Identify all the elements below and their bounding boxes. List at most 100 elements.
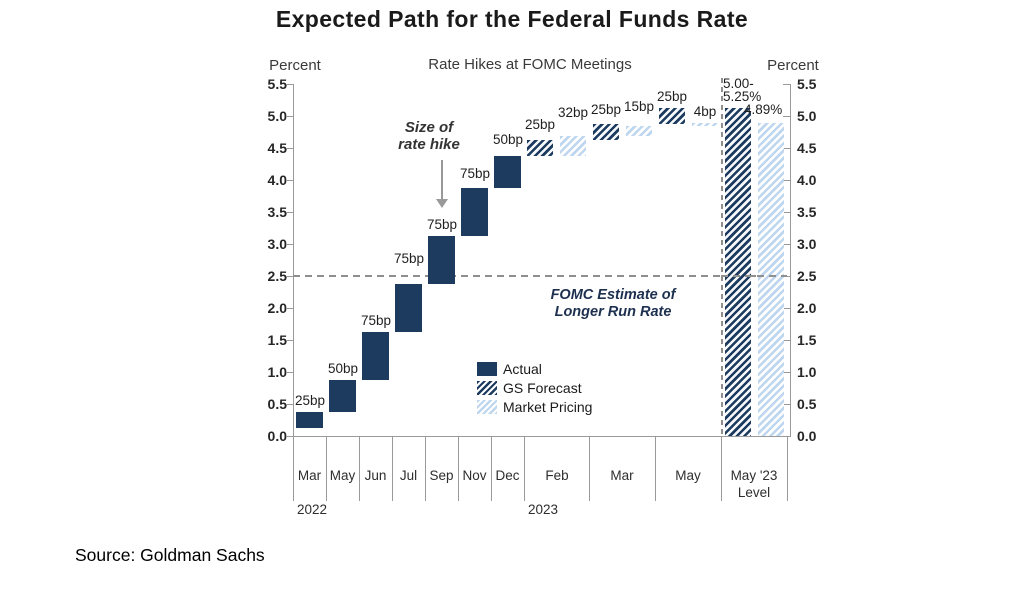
bar-value-label: 15bp [623, 99, 655, 114]
y-tick-left [287, 180, 293, 181]
legend-item-gs-forecast: GS Forecast [477, 380, 592, 396]
y-tick-label-right: 5.5 [797, 76, 817, 92]
x-divider [458, 437, 459, 501]
bar-value-label: 25bp [524, 117, 556, 132]
y-tick-right [783, 404, 790, 405]
x-category-label: Jun [364, 468, 387, 483]
x-category-label: May '23 [730, 468, 778, 483]
legend-item-market-pricing: Market Pricing [477, 399, 592, 415]
bar-level-label-line: 5.00- [723, 76, 754, 91]
y-tick-right [783, 180, 790, 181]
y-tick-right [783, 372, 790, 373]
annotation-arrow-head-icon [436, 199, 448, 208]
bar-market [758, 123, 784, 436]
bar-actual [461, 188, 488, 236]
bar-value-label: 25bp [294, 393, 326, 408]
fomc-reference-line-overlay [721, 275, 787, 277]
y-tick-right [783, 84, 790, 85]
annotation-arrow-line [441, 160, 443, 200]
bar-value-label: 25bp [590, 102, 622, 117]
x-divider [655, 437, 656, 501]
x-category-label: Mar [610, 468, 634, 483]
y-axis-title-right: Percent [767, 57, 819, 74]
x-year-label: 2022 [297, 502, 328, 517]
y-tick-right [783, 340, 790, 341]
bar-actual [395, 284, 422, 332]
bar-market [560, 136, 586, 156]
bar-level-label-line: 5.25% [723, 89, 762, 104]
x-divider [589, 437, 590, 501]
bar-value-label: 75bp [459, 166, 491, 181]
y-tick-label-left: 0.0 [267, 428, 287, 444]
bar-level-label: 4.89% [744, 102, 783, 117]
bar-actual [296, 412, 323, 428]
source-text: Source: Goldman Sachs [75, 545, 265, 565]
x-axis-baseline [293, 436, 791, 437]
y-tick-label-right: 4.5 [797, 140, 817, 156]
y-tick-left [287, 212, 293, 213]
y-tick-label-right: 3.5 [797, 204, 817, 220]
bar-actual [494, 156, 521, 188]
y-tick-right [783, 436, 790, 437]
y-tick-left [287, 244, 293, 245]
bar-market [692, 123, 718, 126]
fomc-estimate-line-1: FOMC Estimate of [550, 287, 676, 303]
y-tick-left [287, 308, 293, 309]
bar-value-label: 4bp [693, 104, 717, 119]
y-tick-left [287, 276, 293, 277]
y-tick-left [287, 436, 293, 437]
y-tick-label-right: 1.0 [797, 364, 817, 380]
y-tick-label-right: 0.0 [797, 428, 817, 444]
legend: Actual GS Forecast Market Pricing [477, 360, 592, 415]
bar-value-label: 32bp [557, 105, 589, 120]
bar-value-label: 25bp [656, 89, 688, 104]
bar-level-label: 5.00- 5.25% [723, 76, 769, 104]
legend-label-actual: Actual [503, 360, 542, 377]
legend-swatch-market-pricing [477, 399, 497, 414]
y-tick-label-left: 5.0 [267, 108, 287, 124]
y-tick-label-right: 5.0 [797, 108, 817, 124]
bar-actual [329, 380, 356, 412]
x-category-label-line2: Level [737, 485, 771, 500]
y-tick-label-right: 2.0 [797, 300, 817, 316]
x-category-label: Feb [545, 468, 569, 483]
y-tick-label-left: 3.0 [267, 236, 287, 252]
y-tick-right [783, 116, 790, 117]
x-category-label: May [329, 468, 356, 483]
y-tick-left [287, 372, 293, 373]
fomc-estimate-label: FOMC Estimate of Longer Run Rate [532, 287, 694, 320]
x-divider [425, 437, 426, 501]
annotation-line-1: Size of [404, 119, 454, 136]
y-tick-label-right: 1.5 [797, 332, 817, 348]
bar-value-label: 50bp [327, 361, 359, 376]
bar-actual [362, 332, 389, 380]
y-tick-label-left: 0.5 [267, 396, 287, 412]
bar-value-label: 50bp [492, 132, 524, 147]
x-divider [392, 437, 393, 501]
x-category-label: Sep [429, 468, 454, 483]
x-category-label: May [675, 468, 701, 483]
y-tick-left [287, 404, 293, 405]
plot-subtitle: Rate Hikes at FOMC Meetings [428, 56, 632, 73]
y-tick-right [783, 212, 790, 213]
legend-swatch-actual [477, 361, 497, 376]
x-divider [359, 437, 360, 501]
x-divider [524, 437, 525, 501]
y-tick-right [783, 148, 790, 149]
fomc-reference-line [293, 275, 787, 277]
y-tick-label-left: 2.0 [267, 300, 287, 316]
bar-value-label: 75bp [393, 251, 425, 266]
y-tick-label-left: 4.5 [267, 140, 287, 156]
y-tick-left [287, 340, 293, 341]
level-section-divider [721, 78, 723, 436]
annotation-line-2: rate hike [398, 136, 460, 153]
x-category-label: Dec [495, 468, 520, 483]
x-category-label: Nov [462, 468, 487, 483]
x-divider [491, 437, 492, 501]
y-tick-label-right: 0.5 [797, 396, 817, 412]
y-axis-right [790, 84, 791, 437]
y-tick-label-right: 2.5 [797, 268, 817, 284]
y-tick-label-left: 1.5 [267, 332, 287, 348]
